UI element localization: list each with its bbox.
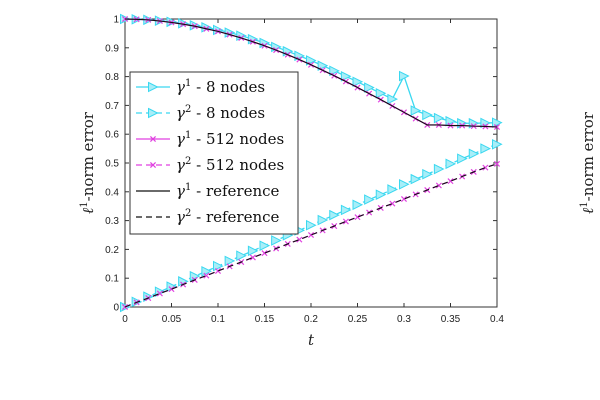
- data-point: [375, 87, 387, 99]
- data-point: [261, 250, 268, 257]
- y-tick-label: 0.6: [105, 130, 119, 141]
- legend-label: γ2 - 512 nodes: [176, 156, 284, 174]
- x-axis-label: t: [308, 331, 315, 349]
- data-point: [457, 153, 468, 164]
- data-point: [480, 143, 491, 154]
- legend-label: γ1 - 8 nodes: [176, 78, 265, 96]
- legend-label: γ2 - 8 nodes: [176, 104, 265, 122]
- data-point: [364, 82, 375, 93]
- data-point: [422, 109, 433, 121]
- data-point: [306, 219, 317, 231]
- data-point: [149, 135, 157, 143]
- data-point: [492, 138, 503, 150]
- data-point: [271, 235, 282, 246]
- x-tick-label: 0.2: [304, 314, 318, 325]
- data-point: [435, 182, 442, 189]
- data-point: [399, 70, 410, 82]
- y-tick-label: 0: [113, 303, 119, 314]
- data-point: [148, 107, 159, 119]
- legend-label: γ1 - reference: [176, 182, 280, 200]
- data-point: [482, 164, 489, 171]
- legend-item: γ2 - reference: [136, 208, 280, 226]
- data-point: [317, 214, 329, 226]
- data-point: [354, 214, 361, 221]
- x-tick-label: 0.15: [255, 314, 275, 325]
- data-point: [352, 199, 364, 211]
- x-tick-label: 0: [122, 314, 128, 325]
- y-tick-label: 0.2: [105, 245, 119, 256]
- data-point: [410, 105, 422, 116]
- data-point: [410, 173, 422, 185]
- data-point: [493, 160, 501, 167]
- x-tick-label: 0.25: [348, 314, 368, 325]
- y-axis-label: ℓ1-norm error: [79, 111, 97, 214]
- y-tick-label: 0.5: [105, 159, 119, 170]
- data-point: [468, 148, 480, 160]
- y-tick-label: 0.9: [105, 43, 119, 54]
- legend-item: γ1 - 8 nodes: [136, 78, 265, 96]
- legend-label: γ1 - 512 nodes: [176, 130, 284, 148]
- y-tick-label: 1: [113, 15, 119, 26]
- right-panel-y-axis-label: ℓ1-norm error: [579, 111, 597, 214]
- x-tick-label: 0.35: [441, 314, 461, 325]
- data-point: [342, 218, 349, 225]
- y-tick-label: 0.7: [105, 101, 119, 112]
- data-point: [445, 158, 457, 170]
- data-point: [422, 168, 433, 180]
- data-point: [340, 204, 352, 216]
- series-line: [124, 163, 498, 308]
- data-point: [214, 267, 222, 275]
- y-tick-label: 0.1: [105, 274, 119, 285]
- data-point: [236, 250, 247, 262]
- y-tick-label: 0.4: [105, 187, 119, 198]
- x-tick-label: 0.05: [162, 314, 182, 325]
- y-tick-label: 0.8: [105, 72, 119, 83]
- legend-item: γ2 - 512 nodes: [136, 156, 284, 174]
- data-point: [224, 255, 236, 267]
- data-point: [156, 290, 163, 297]
- series-line: [124, 18, 498, 128]
- data-point: [387, 184, 398, 195]
- x-tick-label: 0.4: [490, 314, 504, 325]
- legend-item: γ2 - 8 nodes: [136, 104, 265, 122]
- data-point: [296, 236, 303, 243]
- data-point: [399, 179, 410, 190]
- data-point: [400, 195, 408, 203]
- x-tick-label: 0.3: [397, 314, 411, 325]
- legend: γ1 - 8 nodes γ2 - 8 nodes γ1 - 512 nodes γ2…: [129, 71, 299, 235]
- data-point: [329, 209, 340, 221]
- legend-item: γ1 - 512 nodes: [136, 130, 284, 148]
- data-point: [480, 117, 491, 129]
- legend-label: γ2 - reference: [176, 208, 280, 226]
- data-point: [149, 161, 157, 169]
- data-point: [168, 286, 175, 293]
- data-point: [249, 254, 256, 261]
- data-point: [307, 231, 315, 239]
- legend-box: [129, 71, 299, 235]
- data-point: [352, 76, 364, 88]
- legend-item: γ1 - reference: [136, 182, 280, 200]
- data-point: [148, 81, 159, 93]
- data-point: [433, 112, 445, 124]
- y-tick-label: 0.3: [105, 216, 119, 227]
- data-point: [203, 272, 210, 279]
- data-point: [247, 245, 259, 257]
- data-point: [433, 163, 445, 175]
- data-point: [387, 93, 398, 105]
- series-5: [124, 18, 498, 128]
- data-point: [364, 194, 375, 205]
- x-tick-label: 0.1: [211, 314, 225, 325]
- data-point: [259, 240, 271, 251]
- data-point: [447, 178, 454, 185]
- data-point: [178, 276, 189, 287]
- data-point: [389, 200, 396, 207]
- data-point: [375, 189, 387, 200]
- series-6: [124, 163, 498, 308]
